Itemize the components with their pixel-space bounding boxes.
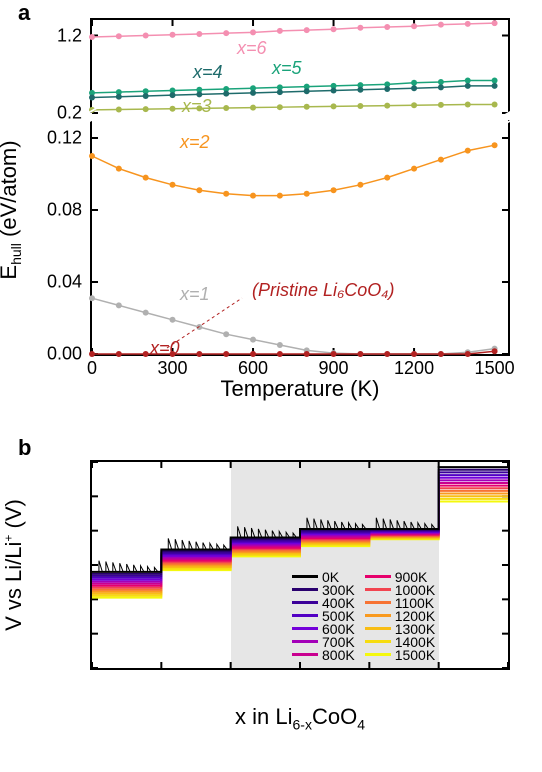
x-tick: 3.0 xyxy=(287,668,312,670)
series-label-x=0: x=0 xyxy=(150,338,180,359)
legend-swatch xyxy=(292,653,318,656)
series-label-x=5: x=5 xyxy=(272,58,302,79)
y-tick: 0.04 xyxy=(34,272,92,293)
legend-swatch xyxy=(365,640,391,643)
x-tick: 0 xyxy=(87,354,97,379)
y-tick: 1.2 xyxy=(34,25,92,46)
legend-swatch xyxy=(292,601,318,604)
legend-swatch xyxy=(292,640,318,643)
x-axis-label-a: Temperature (K) xyxy=(221,376,380,402)
plot-a-top: 0.21.2x=6x=5x=4x=3 xyxy=(90,18,510,113)
series-label-x=3: x=3 xyxy=(182,96,212,117)
legend-swatch xyxy=(292,614,318,617)
plot-b: 0K300K400K500K600K700K800K900K1000K1100K… xyxy=(90,460,510,670)
x-tick: 1.0 xyxy=(149,668,174,670)
x-tick: 0.0 xyxy=(90,668,105,670)
legend-item: 1500K xyxy=(365,648,435,661)
plot-a-bot: Temperature (K) 0.000.040.080.1203006009… xyxy=(90,120,510,356)
pristine-label: (Pristine Li₆CoO₄) xyxy=(252,280,395,301)
legend-text: 1500K xyxy=(395,647,435,663)
y-tick: 0.0 xyxy=(90,658,92,671)
series-label-x=2: x=2 xyxy=(180,132,210,153)
y-tick: 5.0 xyxy=(90,486,92,507)
x-tick: 5.0 xyxy=(426,668,451,670)
y-tick: 0.12 xyxy=(34,128,92,149)
series-label-x=4: x=4 xyxy=(193,62,223,83)
legend-text: 800K xyxy=(322,647,355,663)
x-tick: 600 xyxy=(238,354,268,379)
y-tick: 6.0 xyxy=(90,460,92,473)
y-tick: 3.0 xyxy=(90,555,92,576)
y-tick: 0.2 xyxy=(34,103,92,124)
x-axis-label-b: x in Li6-xCoO4 xyxy=(235,704,365,732)
x-tick: 900 xyxy=(319,354,349,379)
y-tick: 1.0 xyxy=(90,623,92,644)
legend-swatch xyxy=(365,588,391,591)
y-tick: 0.08 xyxy=(34,200,92,221)
panel-a: Ehull (eV/atom) 0.21.2x=6x=5x=4x=3 Tempe… xyxy=(30,10,530,410)
x-tick: 2.0 xyxy=(218,668,243,670)
legend-swatch xyxy=(365,614,391,617)
legend-swatch xyxy=(365,653,391,656)
legend-b: 0K300K400K500K600K700K800K900K1000K1100K… xyxy=(292,570,510,661)
x-tick: 1500 xyxy=(475,354,515,379)
x-tick: 1200 xyxy=(394,354,434,379)
panel-a-label: a xyxy=(18,0,30,26)
legend-swatch xyxy=(292,627,318,630)
series-label-x=6: x=6 xyxy=(237,38,267,59)
chart-a-top xyxy=(92,20,512,115)
y-tick: 4.0 xyxy=(90,520,92,541)
legend-item: 800K xyxy=(292,648,355,661)
figure: a Ehull (eV/atom) 0.2 1.2 x=6x=5 x=4 x=3 Tem… xyxy=(0,0,542,772)
legend-swatch xyxy=(292,575,318,578)
legend-swatch xyxy=(365,575,391,578)
y-tick: 0.00 xyxy=(34,344,92,365)
y-axis-label-b: V vs Li/Li+ (V) xyxy=(1,499,27,631)
chart-a-bot xyxy=(92,120,512,356)
legend-swatch xyxy=(365,601,391,604)
x-tick: 6.0 xyxy=(495,668,510,670)
panel-b: V vs Li/Li+ (V) 0K300K400K500K600K700K80… xyxy=(30,450,530,730)
series-label-x=1: x=1 xyxy=(180,284,210,305)
legend-swatch xyxy=(292,588,318,591)
x-tick: 4.0 xyxy=(357,668,382,670)
y-axis-label-a: Ehull (eV/atom) xyxy=(0,140,24,279)
legend-swatch xyxy=(365,627,391,630)
y-tick: 2.0 xyxy=(90,589,92,610)
